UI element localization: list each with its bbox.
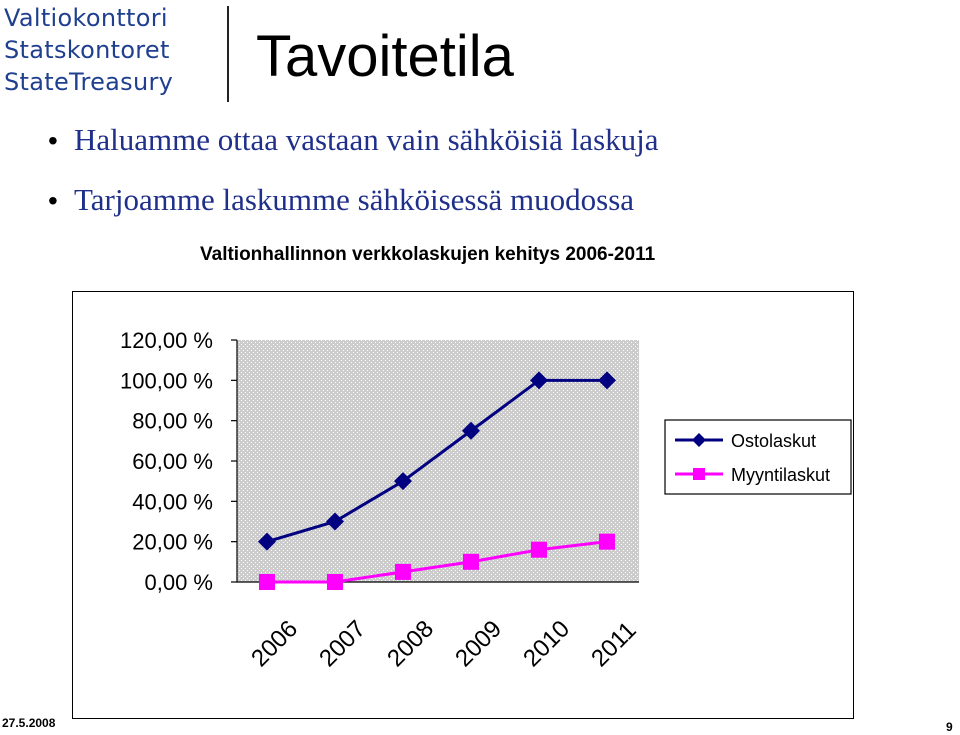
legend-label: Ostolaskut [731,431,816,451]
y-tick-label: 40,00 % [132,489,213,514]
data-point [531,541,547,558]
legend-box [664,419,852,495]
legend-marker [692,433,706,447]
bullet-text: Haluamme ottaa vastaan vain sähköisiä la… [74,122,659,157]
data-point [463,553,479,570]
x-tick-label: 2007 [314,615,371,672]
x-tick-label: 2006 [246,615,303,672]
x-tick-label: 2010 [518,615,575,672]
y-tick-label: 60,00 % [132,449,213,474]
bullet-list: • Haluamme ottaa vastaan vain sähköisiä … [48,122,659,242]
logo-line-english: StateTreasury [4,68,174,96]
chart-title: Valtionhallinnon verkkolaskujen kehitys … [200,244,656,265]
y-tick-label: 120,00 % [120,328,213,353]
data-point [462,421,480,440]
data-point [598,371,616,390]
y-tick-label: 0,00 % [145,570,214,595]
x-tick-label: 2009 [450,615,507,672]
bullet-item: • Haluamme ottaa vastaan vain sähköisiä … [48,122,659,182]
data-point [259,574,275,590]
x-tick-label: 2011 [586,617,642,673]
data-point [395,563,411,580]
data-point [530,371,548,390]
y-tick-label: 20,00 % [132,530,213,555]
logo: Valtiokonttori Statskontoret StateTreasu… [4,2,209,98]
data-point [258,532,276,551]
series-line-ostolaskut [266,378,607,544]
page-title: Tavoitetila [256,24,514,89]
data-point [327,574,343,590]
chart-frame: 0,00 % 20,00 % 40,00 % 60,00 % 80,00 % 100,00… [72,291,854,719]
bullet-dot-icon: • [48,125,58,156]
line-chart: 0,00 % 20,00 % 40,00 % 60,00 % 80,00 % 100,00… [120,328,852,673]
data-point [599,533,615,550]
data-point [394,472,412,491]
series-line-myyntilaskut [267,540,608,584]
header-divider [227,6,229,102]
y-tick-label: 100,00 % [120,368,213,393]
legend-marker [693,468,705,480]
logo-line-swedish: Statskontoret [4,36,170,64]
bullet-text: Tarjoamme laskumme sähköisessä muodossa [74,182,635,217]
x-tick-label: 2008 [382,615,439,672]
data-point [326,512,344,531]
bullet-item: • Tarjoamme laskumme sähköisessä muodoss… [48,182,659,242]
logo-line-finnish: Valtiokonttori [4,4,168,32]
y-tick-label: 80,00 % [132,409,213,434]
footer-date: 27.5.2008 [2,716,56,730]
page-number: 9 [946,720,953,734]
bullet-dot-icon: • [48,185,58,216]
legend-label: Myyntilaskut [731,465,830,485]
